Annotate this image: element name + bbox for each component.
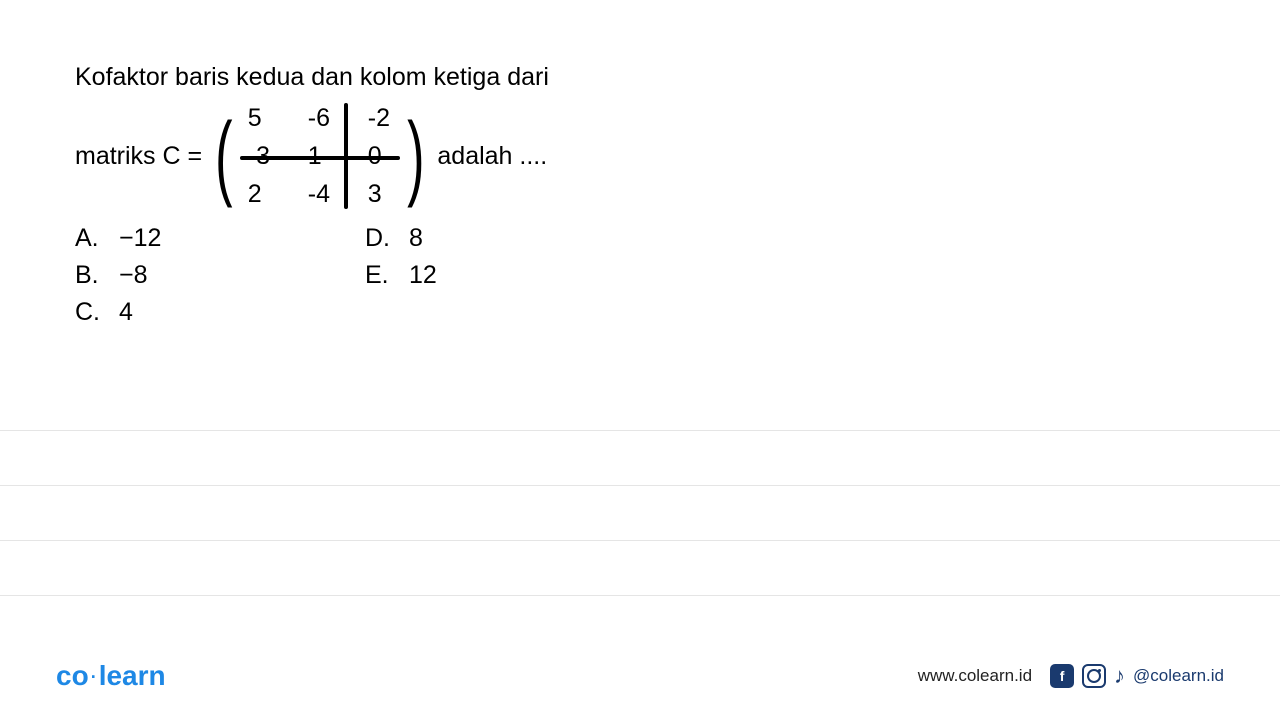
option-value: 8 [409, 221, 423, 256]
matrix-cell: -4 [300, 177, 360, 212]
option-letter: D. [365, 221, 409, 256]
option-d: D. 8 [365, 221, 437, 256]
option-b: B. −8 [75, 258, 365, 293]
question-content: Kofaktor baris kedua dan kolom ketiga da… [0, 0, 1280, 332]
option-value: 12 [409, 258, 437, 293]
matrix-cell: 3 [360, 177, 400, 212]
option-letter: B. [75, 258, 119, 293]
matrix-cell: 1 [300, 139, 360, 174]
footer: co·learn www.colearn.id f ♪ @colearn.id [0, 660, 1280, 692]
colearn-logo: co·learn [56, 660, 166, 692]
logo-part1: co [56, 660, 89, 691]
ruled-line [0, 540, 1280, 541]
footer-url: www.colearn.id [918, 666, 1032, 686]
options-column-1: A. −12 B. −8 C. 4 [75, 221, 365, 332]
facebook-icon: f [1050, 664, 1074, 688]
footer-right: www.colearn.id f ♪ @colearn.id [918, 663, 1224, 689]
paren-left: ( [215, 116, 232, 197]
option-value: 4 [119, 295, 133, 330]
social-icons: f ♪ @colearn.id [1050, 663, 1224, 689]
tiktok-icon: ♪ [1114, 663, 1125, 689]
matrix-cell: 2 [240, 177, 300, 212]
option-c: C. 4 [75, 295, 365, 330]
matrix-prefix: matriks C = [75, 139, 202, 174]
ruled-line [0, 430, 1280, 431]
ruled-lines [0, 430, 1280, 650]
matrix-body: 5 -6 -2 -3 1 0 2 -4 3 [240, 99, 400, 213]
matrix-row-2-strikeout: -3 1 0 [240, 137, 400, 175]
option-a: A. −12 [75, 221, 365, 256]
matrix-row-1: 5 -6 -2 [240, 99, 400, 137]
matrix-cell: 5 [240, 101, 300, 136]
question-line1: Kofaktor baris kedua dan kolom ketiga da… [75, 60, 1280, 95]
matrix-cell: -2 [360, 101, 400, 136]
option-letter: E. [365, 258, 409, 293]
option-value: −8 [119, 258, 148, 293]
matrix-line: matriks C = ( 5 -6 -2 -3 1 0 2 -4 3 [75, 99, 1280, 213]
matrix-cell: 0 [360, 139, 400, 174]
option-letter: A. [75, 221, 119, 256]
options-column-2: D. 8 E. 12 [365, 221, 437, 332]
matrix-row-3: 2 -4 3 [240, 175, 400, 213]
logo-dot: · [91, 667, 97, 687]
paren-right: ) [407, 116, 424, 197]
ruled-line [0, 485, 1280, 486]
matrix-cell: -6 [300, 101, 360, 136]
option-letter: C. [75, 295, 119, 330]
social-handle: @colearn.id [1133, 666, 1224, 686]
matrix-cell: -3 [240, 139, 300, 174]
instagram-icon [1082, 664, 1106, 688]
answer-options: A. −12 B. −8 C. 4 D. 8 E. 12 [75, 221, 1280, 332]
matrix-suffix: adalah .... [437, 139, 547, 174]
logo-part2: learn [99, 660, 166, 691]
matrix: ( 5 -6 -2 -3 1 0 2 -4 3 ) [208, 99, 431, 213]
option-value: −12 [119, 221, 161, 256]
ruled-line [0, 595, 1280, 596]
option-e: E. 12 [365, 258, 437, 293]
